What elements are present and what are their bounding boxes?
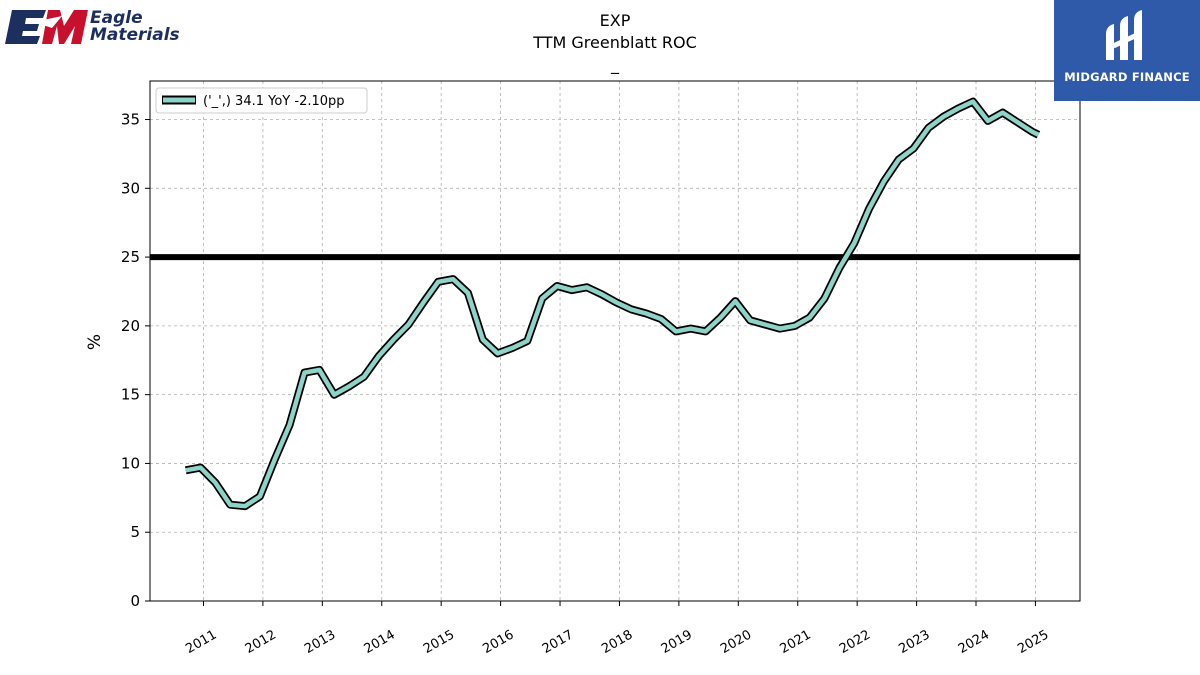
y-tick-label: 15 [121,386,140,404]
x-tick-label: 2023 [896,627,932,657]
midgard-m-icon [1106,10,1142,60]
y-tick-label: 5 [130,523,140,541]
y-tick-label: 0 [130,592,140,610]
y-tick-label: 20 [121,317,140,335]
x-tick-label: 2018 [599,627,635,657]
plot-frame [149,80,1081,602]
y-tick-label: 25 [121,248,140,266]
x-tick-label: 2011 [183,627,219,657]
series-line-outline [184,97,1041,511]
chart-subtitle-2: _ [610,55,620,75]
x-tick-label: 2014 [362,627,398,657]
y-axis-label: % [85,334,105,350]
x-tick-label: 2017 [540,627,576,657]
logo-text-line2: Materials [90,25,180,45]
series-layer [184,97,1041,511]
legend-label: ('_',) 34.1 YoY -2.10pp [203,94,345,109]
x-tick-label: 2022 [837,627,873,657]
grid-layer [150,81,1080,602]
y-tick-label: 30 [121,179,140,197]
midgard-finance-text: MIDGARD FINANCE [1064,70,1190,84]
logo-text-line1: Eagle [90,8,143,28]
x-tick-label: 2025 [1015,627,1051,657]
chart-title: EXP [600,11,631,30]
x-tick-label: 2013 [302,627,338,657]
eagle-materials-logo: Eagle Materials [4,4,180,48]
midgard-finance-logo: MIDGARD FINANCE [1054,0,1200,101]
y-axis: 0 5 10 15 20 25 30 35 [121,111,150,610]
em-logo-mark-icon [5,10,88,44]
series-line [185,99,1040,509]
x-tick-label: 2012 [243,627,279,657]
x-tick-label: 2019 [659,627,695,657]
chart-subtitle: TTM Greenblatt ROC [532,33,697,52]
x-axis: 2011 2012 2013 2014 2015 2016 2017 2018 2019 2020… [183,601,1051,657]
y-tick-label: 35 [121,111,140,129]
x-tick-label: 2020 [718,627,754,657]
legend: ('_',) 34.1 YoY -2.10pp [155,87,368,114]
x-tick-label: 2015 [421,627,457,657]
x-tick-label: 2024 [956,627,992,657]
x-tick-label: 2021 [778,627,814,657]
x-tick-label: 2016 [480,627,516,657]
legend-box [155,87,368,114]
y-tick-label: 10 [121,454,140,472]
